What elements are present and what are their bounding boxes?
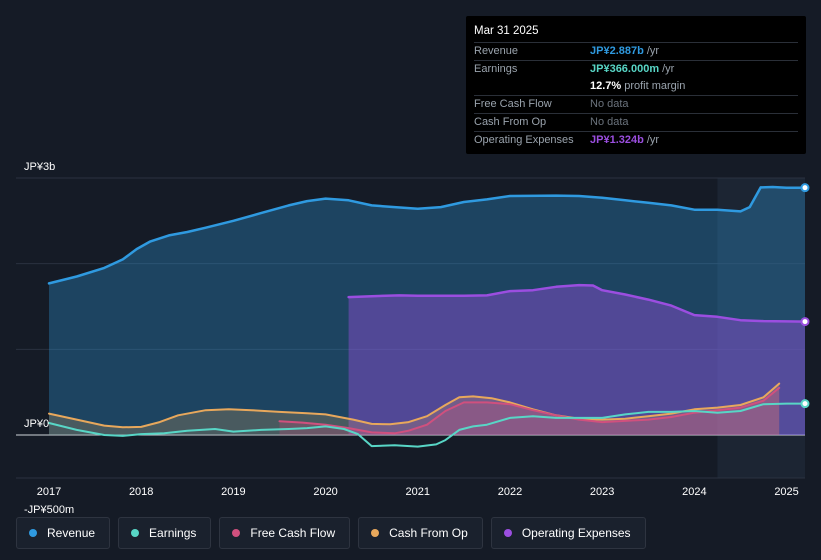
revenue-dot-icon: [29, 529, 37, 537]
earnings-line: [48, 402, 806, 448]
tooltip-revenue-unit: /yr: [646, 45, 660, 57]
cash_from_op-line: [48, 382, 781, 429]
operating-expenses-dot-icon: [503, 529, 512, 537]
legend-item-revenue[interactable]: Revenue: [16, 517, 111, 549]
tooltip-opex-unit: /yr: [646, 134, 660, 146]
y-label-1: JP¥0: [24, 418, 49, 430]
x-tick-2024: 2024: [682, 486, 706, 498]
tooltip-fcf-label: Free Cash Flow: [474, 98, 552, 110]
y-label-0: JP¥3b: [24, 161, 55, 173]
revenue-area: [49, 187, 805, 435]
legend: Revenue Earnings Free Cash Flow Cash Fro…: [16, 517, 646, 549]
legend-label-operating-expenses: Operating Expenses: [521, 526, 631, 540]
free_cash_flow-area: [279, 387, 780, 435]
x-tick-2021: 2021: [406, 486, 430, 498]
tooltip-row-cfo: Cash From Op No data: [474, 113, 798, 131]
x-tick-2020: 2020: [313, 486, 337, 498]
highlight-band: [717, 178, 805, 478]
tooltip-revenue-value: JP¥2.887b: [590, 45, 644, 57]
x-tick-2017: 2017: [37, 486, 61, 498]
free-cash-flow-dot-icon: [232, 529, 241, 537]
tooltip-margin-value: 12.7%: [590, 80, 622, 92]
legend-item-earnings[interactable]: Earnings: [118, 517, 212, 549]
tooltip-earnings-value: JP¥366.000m: [590, 63, 660, 75]
revenue-end-marker: [800, 183, 810, 193]
tooltip-row-earnings: Earnings JP¥366.000m /yr: [474, 60, 798, 78]
x-tick-2019: 2019: [221, 486, 245, 498]
earnings-end-marker: [800, 399, 810, 409]
operating_expenses-end-marker: [800, 317, 810, 327]
tooltip-earnings-label: Earnings: [474, 63, 518, 75]
tooltip-row-margin: 12.7% profit margin: [474, 78, 798, 95]
tooltip-earnings-unit: /yr: [662, 63, 675, 75]
x-tick-2018: 2018: [129, 486, 153, 498]
tooltip-opex-label: Operating Expenses: [474, 134, 574, 146]
revenue-line: [47, 185, 807, 285]
tooltip-revenue-label: Revenue: [474, 45, 519, 57]
tooltip-row-fcf: Free Cash Flow No data: [474, 95, 798, 113]
tooltip-cfo-label: Cash From Op: [474, 116, 547, 128]
tooltip-opex-value: JP¥1.324b: [590, 134, 644, 146]
tooltip-margin-unit: profit margin: [624, 80, 686, 92]
tooltip-date: Mar 31 2025: [474, 25, 539, 37]
legend-label-cash-from-op: Cash From Op: [389, 526, 468, 540]
x-tick-2022: 2022: [498, 486, 522, 498]
x-tick-2023: 2023: [590, 486, 614, 498]
legend-label-revenue: Revenue: [47, 526, 96, 540]
legend-label-free-cash-flow: Free Cash Flow: [250, 526, 336, 540]
x-tick-2025: 2025: [774, 486, 798, 498]
cash-from-op-dot-icon: [371, 529, 380, 537]
legend-item-operating-expenses[interactable]: Operating Expenses: [490, 517, 646, 549]
legend-item-cash-from-op[interactable]: Cash From Op: [358, 517, 483, 549]
tooltip-row-opex: Operating Expenses JP¥1.324b /yr: [474, 131, 798, 149]
legend-item-free-cash-flow[interactable]: Free Cash Flow: [219, 517, 351, 549]
tooltip: Mar 31 2025 Revenue JP¥2.887b /yr Earnin…: [466, 16, 806, 154]
tooltip-row-revenue: Revenue JP¥2.887b /yr: [474, 42, 798, 60]
y-label-2: -JP¥500m: [24, 504, 74, 516]
tooltip-fcf-value: No data: [590, 98, 629, 110]
legend-label-earnings: Earnings: [149, 526, 197, 540]
operating_expenses-line: [347, 283, 807, 323]
earnings-dot-icon: [131, 529, 140, 537]
tooltip-cfo-value: No data: [590, 116, 629, 128]
